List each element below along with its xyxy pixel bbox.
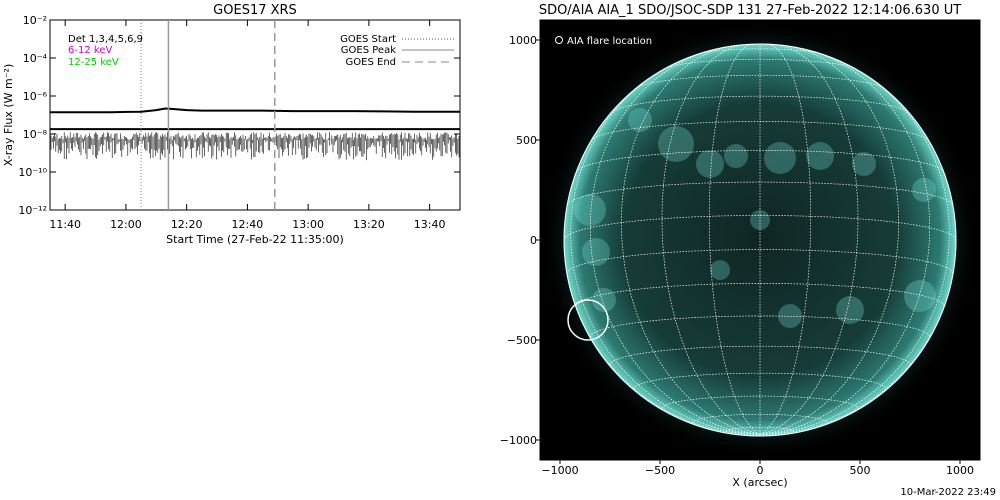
- solar-limb: [563, 43, 957, 437]
- grid-line: [708, 43, 761, 435]
- legend-end-label: GOES End: [346, 57, 396, 68]
- goes-x-tick-label: 11:40: [49, 218, 81, 231]
- goes-y-axis-label: X-ray Flux (W m⁻²): [2, 64, 15, 166]
- series-flux-low: [50, 132, 460, 161]
- goes-xrs-chart: GOES17 XRS 10⁻² 10⁻⁴ 10⁻⁶ 10⁻⁸ 10⁻¹⁰ 10⁻¹² 11…: [2, 3, 461, 246]
- bright-region: [592, 288, 616, 312]
- goes-x-tick-label: 12:40: [232, 218, 264, 231]
- goes-x-tick-label: 13:00: [292, 218, 324, 231]
- goes-x-ticks: 11:40 12:00 12:20 12:40 13:00 13:20 13:40: [49, 20, 445, 231]
- grid-line: [575, 283, 945, 307]
- goes-x-tick-label: 12:00: [110, 218, 142, 231]
- flare-legend-marker: [555, 36, 563, 44]
- aia-x-ticks: −1000 −500 0 500 1000: [541, 460, 974, 477]
- bright-region: [696, 150, 724, 178]
- grid-line: [759, 44, 859, 435]
- aia-x-tick-label: 1000: [946, 464, 974, 477]
- series-flux-high: [50, 107, 460, 114]
- goes-y-ticks: 10⁻² 10⁻⁴ 10⁻⁶ 10⁻⁸ 10⁻¹⁰ 10⁻¹²: [18, 14, 460, 217]
- heliographic-grid: [563, 43, 957, 435]
- active-region-features: [574, 108, 936, 328]
- goes-y-tick-label: 10⁻²: [23, 14, 47, 27]
- bright-region: [724, 144, 748, 168]
- goes-x-tick-label: 13:40: [414, 218, 446, 231]
- grid-line: [566, 181, 954, 206]
- aia-y-tick-label: −500: [507, 334, 537, 347]
- goes-x-tick-label: 12:20: [171, 218, 203, 231]
- aia-y-ticks: 1000 500 0 −500 −1000: [500, 34, 540, 447]
- bright-region: [912, 178, 936, 202]
- flare-legend-label: AIA flare location: [567, 36, 652, 47]
- band1-label: 6-12 keV: [68, 45, 112, 56]
- bright-region: [582, 238, 610, 266]
- grid-line: [570, 64, 761, 435]
- bright-region: [852, 152, 876, 176]
- grid-line: [664, 58, 856, 69]
- goes-series-layer: [50, 107, 460, 161]
- bright-region: [628, 108, 652, 132]
- goes-legend: GOES Start GOES Peak GOES End: [340, 34, 454, 68]
- aia-y-tick-label: 0: [530, 234, 537, 247]
- grid-line: [661, 395, 859, 409]
- aia-x-axis-label: X (arcsec): [732, 476, 787, 489]
- aia-y-tick-label: 500: [516, 134, 537, 147]
- grid-line: [589, 315, 931, 338]
- goes-x-axis-label: Start Time (27-Feb-22 11:35:00): [166, 233, 344, 246]
- legend-start-label: GOES Start: [340, 34, 396, 45]
- aia-x-tick-label: 0: [757, 464, 764, 477]
- footer-timestamp: 10-Mar-2022 23:49: [900, 487, 996, 498]
- aia-x-tick-label: −500: [645, 464, 675, 477]
- goes-x-tick-label: 13:20: [353, 218, 385, 231]
- flare-location-circle: [567, 299, 609, 341]
- goes-event-lines: [140, 20, 276, 210]
- aia-image-panel: SDO/AIA AIA_1 SDO/JSOC-SDP 131 27-Feb-20…: [500, 3, 981, 489]
- goes-y-tick-label: 10⁻⁶: [23, 90, 48, 103]
- aia-x-tick-label: −1000: [541, 464, 578, 477]
- aia-image-title: SDO/AIA AIA_1 SDO/JSOC-SDP 131 27-Feb-20…: [539, 3, 961, 18]
- bright-region: [710, 260, 730, 280]
- grid-line: [759, 64, 950, 435]
- goes-y-tick-label: 10⁻⁴: [23, 52, 48, 65]
- goes-chart-title: GOES17 XRS: [213, 3, 297, 18]
- bright-region: [806, 142, 834, 170]
- solar-disk: [564, 44, 956, 436]
- bright-region: [904, 280, 936, 312]
- band2-label: 12-25 keV: [68, 57, 119, 68]
- aia-y-tick-label: −1000: [500, 434, 537, 447]
- grid-line: [611, 95, 909, 113]
- bright-region: [574, 194, 606, 226]
- aia-x-tick-label: 500: [850, 464, 871, 477]
- goes-plot-frame: [49, 19, 461, 211]
- goes-y-tick-label: 10⁻¹²: [18, 204, 47, 217]
- legend-peak-label: GOES Peak: [341, 45, 396, 56]
- bright-region: [836, 296, 864, 324]
- bright-region: [658, 126, 694, 162]
- aia-y-tick-label: 1000: [509, 34, 537, 47]
- grid-line: [759, 49, 931, 435]
- bright-region: [778, 304, 802, 328]
- detector-label: Det 1,3,4,5,6,9: [68, 34, 143, 45]
- grid-line: [589, 49, 761, 435]
- aia-image-content: [540, 20, 980, 460]
- goes-y-tick-label: 10⁻¹⁰: [18, 166, 47, 179]
- bright-region: [764, 142, 796, 174]
- grid-line: [759, 45, 899, 435]
- grid-line: [621, 45, 761, 435]
- grid-line: [576, 150, 944, 173]
- grid-line: [635, 74, 885, 89]
- grid-line: [563, 215, 957, 241]
- grid-line: [661, 44, 761, 435]
- grid-line: [759, 43, 812, 435]
- goes-y-tick-label: 10⁻⁸: [23, 128, 48, 141]
